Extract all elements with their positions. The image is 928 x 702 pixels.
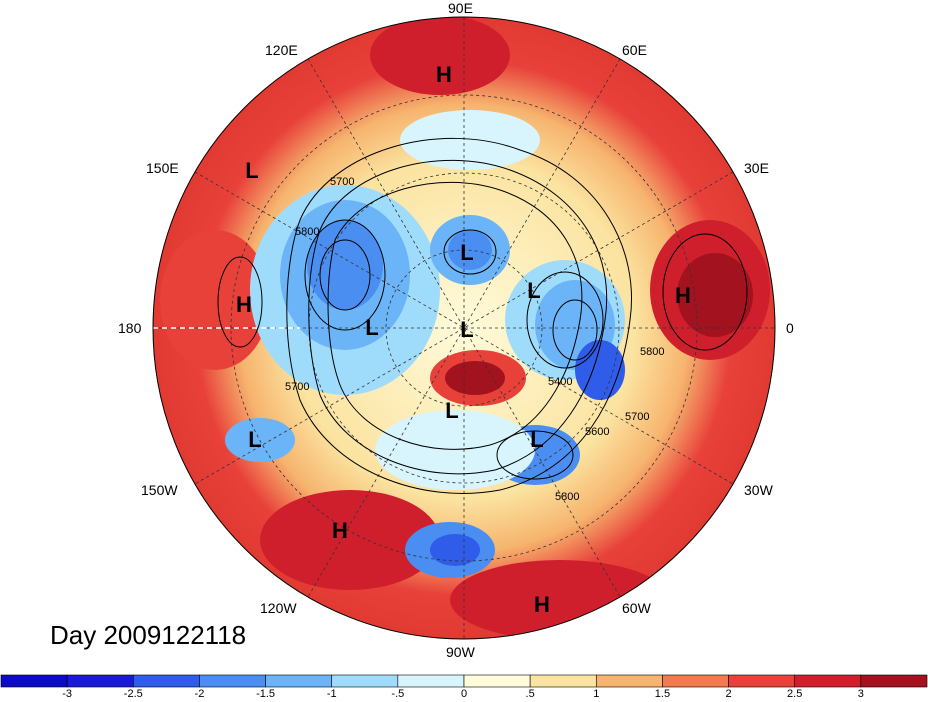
contour-label: 5800 — [295, 226, 319, 238]
contour-label: 5700 — [625, 411, 649, 423]
pressure-center-low: L — [445, 398, 458, 423]
colorbar-swatch — [529, 674, 597, 688]
pressure-center-low: L — [530, 427, 543, 452]
colorbar-swatch — [0, 674, 68, 688]
longitude-label: 0 — [786, 320, 794, 336]
colorbar-tick-label: 2.5 — [787, 688, 803, 700]
pressure-center-low: L — [245, 158, 258, 183]
colorbar-swatch — [463, 674, 531, 688]
contour-label: 5400 — [548, 376, 572, 388]
colorbar-swatch — [397, 674, 465, 688]
pressure-center-low: L — [365, 315, 378, 340]
pressure-center-low: L — [248, 427, 261, 452]
colorbar-tick-label: .5 — [525, 688, 535, 700]
contour-label: 5800 — [640, 346, 664, 358]
colorbar-tick-label: -3 — [62, 688, 73, 700]
colorbar-swatch — [66, 674, 134, 688]
colorbar-swatch — [265, 674, 333, 688]
colorbar-swatch — [199, 674, 266, 688]
colorbar-swatch — [331, 674, 399, 688]
longitude-label: 120E — [265, 42, 298, 58]
pressure-center-low: L — [460, 317, 473, 342]
colorbar-tick-label: 3 — [857, 688, 864, 700]
longitude-label: 150W — [141, 482, 178, 498]
height-contours — [217, 138, 748, 494]
pressure-center-high: H — [534, 592, 550, 617]
colorbar-tick-label: -2 — [194, 688, 205, 700]
longitude-label: 60E — [622, 42, 647, 58]
colorbar-tick-label: 2 — [725, 688, 732, 700]
colorbar-tick-label: -.5 — [391, 688, 405, 700]
colorbar-swatch — [662, 674, 729, 688]
colorbar-swatch — [132, 674, 200, 688]
longitude-label: 30E — [744, 160, 769, 176]
colorbar-swatch — [794, 674, 862, 688]
longitude-label: 180 — [118, 320, 142, 336]
colorbar-swatch — [595, 674, 663, 688]
longitude-label: 60W — [622, 600, 651, 616]
map-title: Day 2009122118 — [50, 620, 247, 650]
pressure-center-low: L — [527, 278, 540, 303]
pressure-center-high: H — [332, 518, 348, 543]
pressure-center-high: H — [236, 292, 252, 317]
longitude-label: 90W — [446, 644, 475, 660]
colorbar-tick-label: -2.5 — [123, 688, 143, 700]
contour-label: 5700 — [330, 176, 354, 188]
colorbar-tick-label: 1 — [593, 688, 600, 700]
colorbar-tick-label: -1.5 — [256, 688, 276, 700]
longitude-label: 150E — [146, 160, 179, 176]
colorbar-tick-label: -1 — [326, 688, 337, 700]
pressure-center-high: H — [436, 62, 452, 87]
colorbar-swatch — [860, 674, 928, 688]
longitude-label: 90E — [448, 0, 473, 16]
colorbar — [0, 674, 928, 688]
contour-label: 5800 — [555, 491, 579, 503]
pressure-center-high: H — [675, 283, 691, 308]
pressure-center-low: L — [460, 240, 473, 265]
map-border — [152, 16, 776, 640]
colorbar-tick-label: 0 — [460, 688, 468, 700]
longitude-label: 30W — [744, 482, 773, 498]
longitude-label: 120W — [260, 600, 297, 616]
colorbar-tick-label: 1.5 — [654, 688, 671, 700]
contour-label: 5600 — [585, 426, 609, 438]
colorbar-swatch — [728, 674, 796, 688]
contour-label: 5700 — [285, 381, 309, 393]
anomaly-field — [153, 17, 775, 639]
